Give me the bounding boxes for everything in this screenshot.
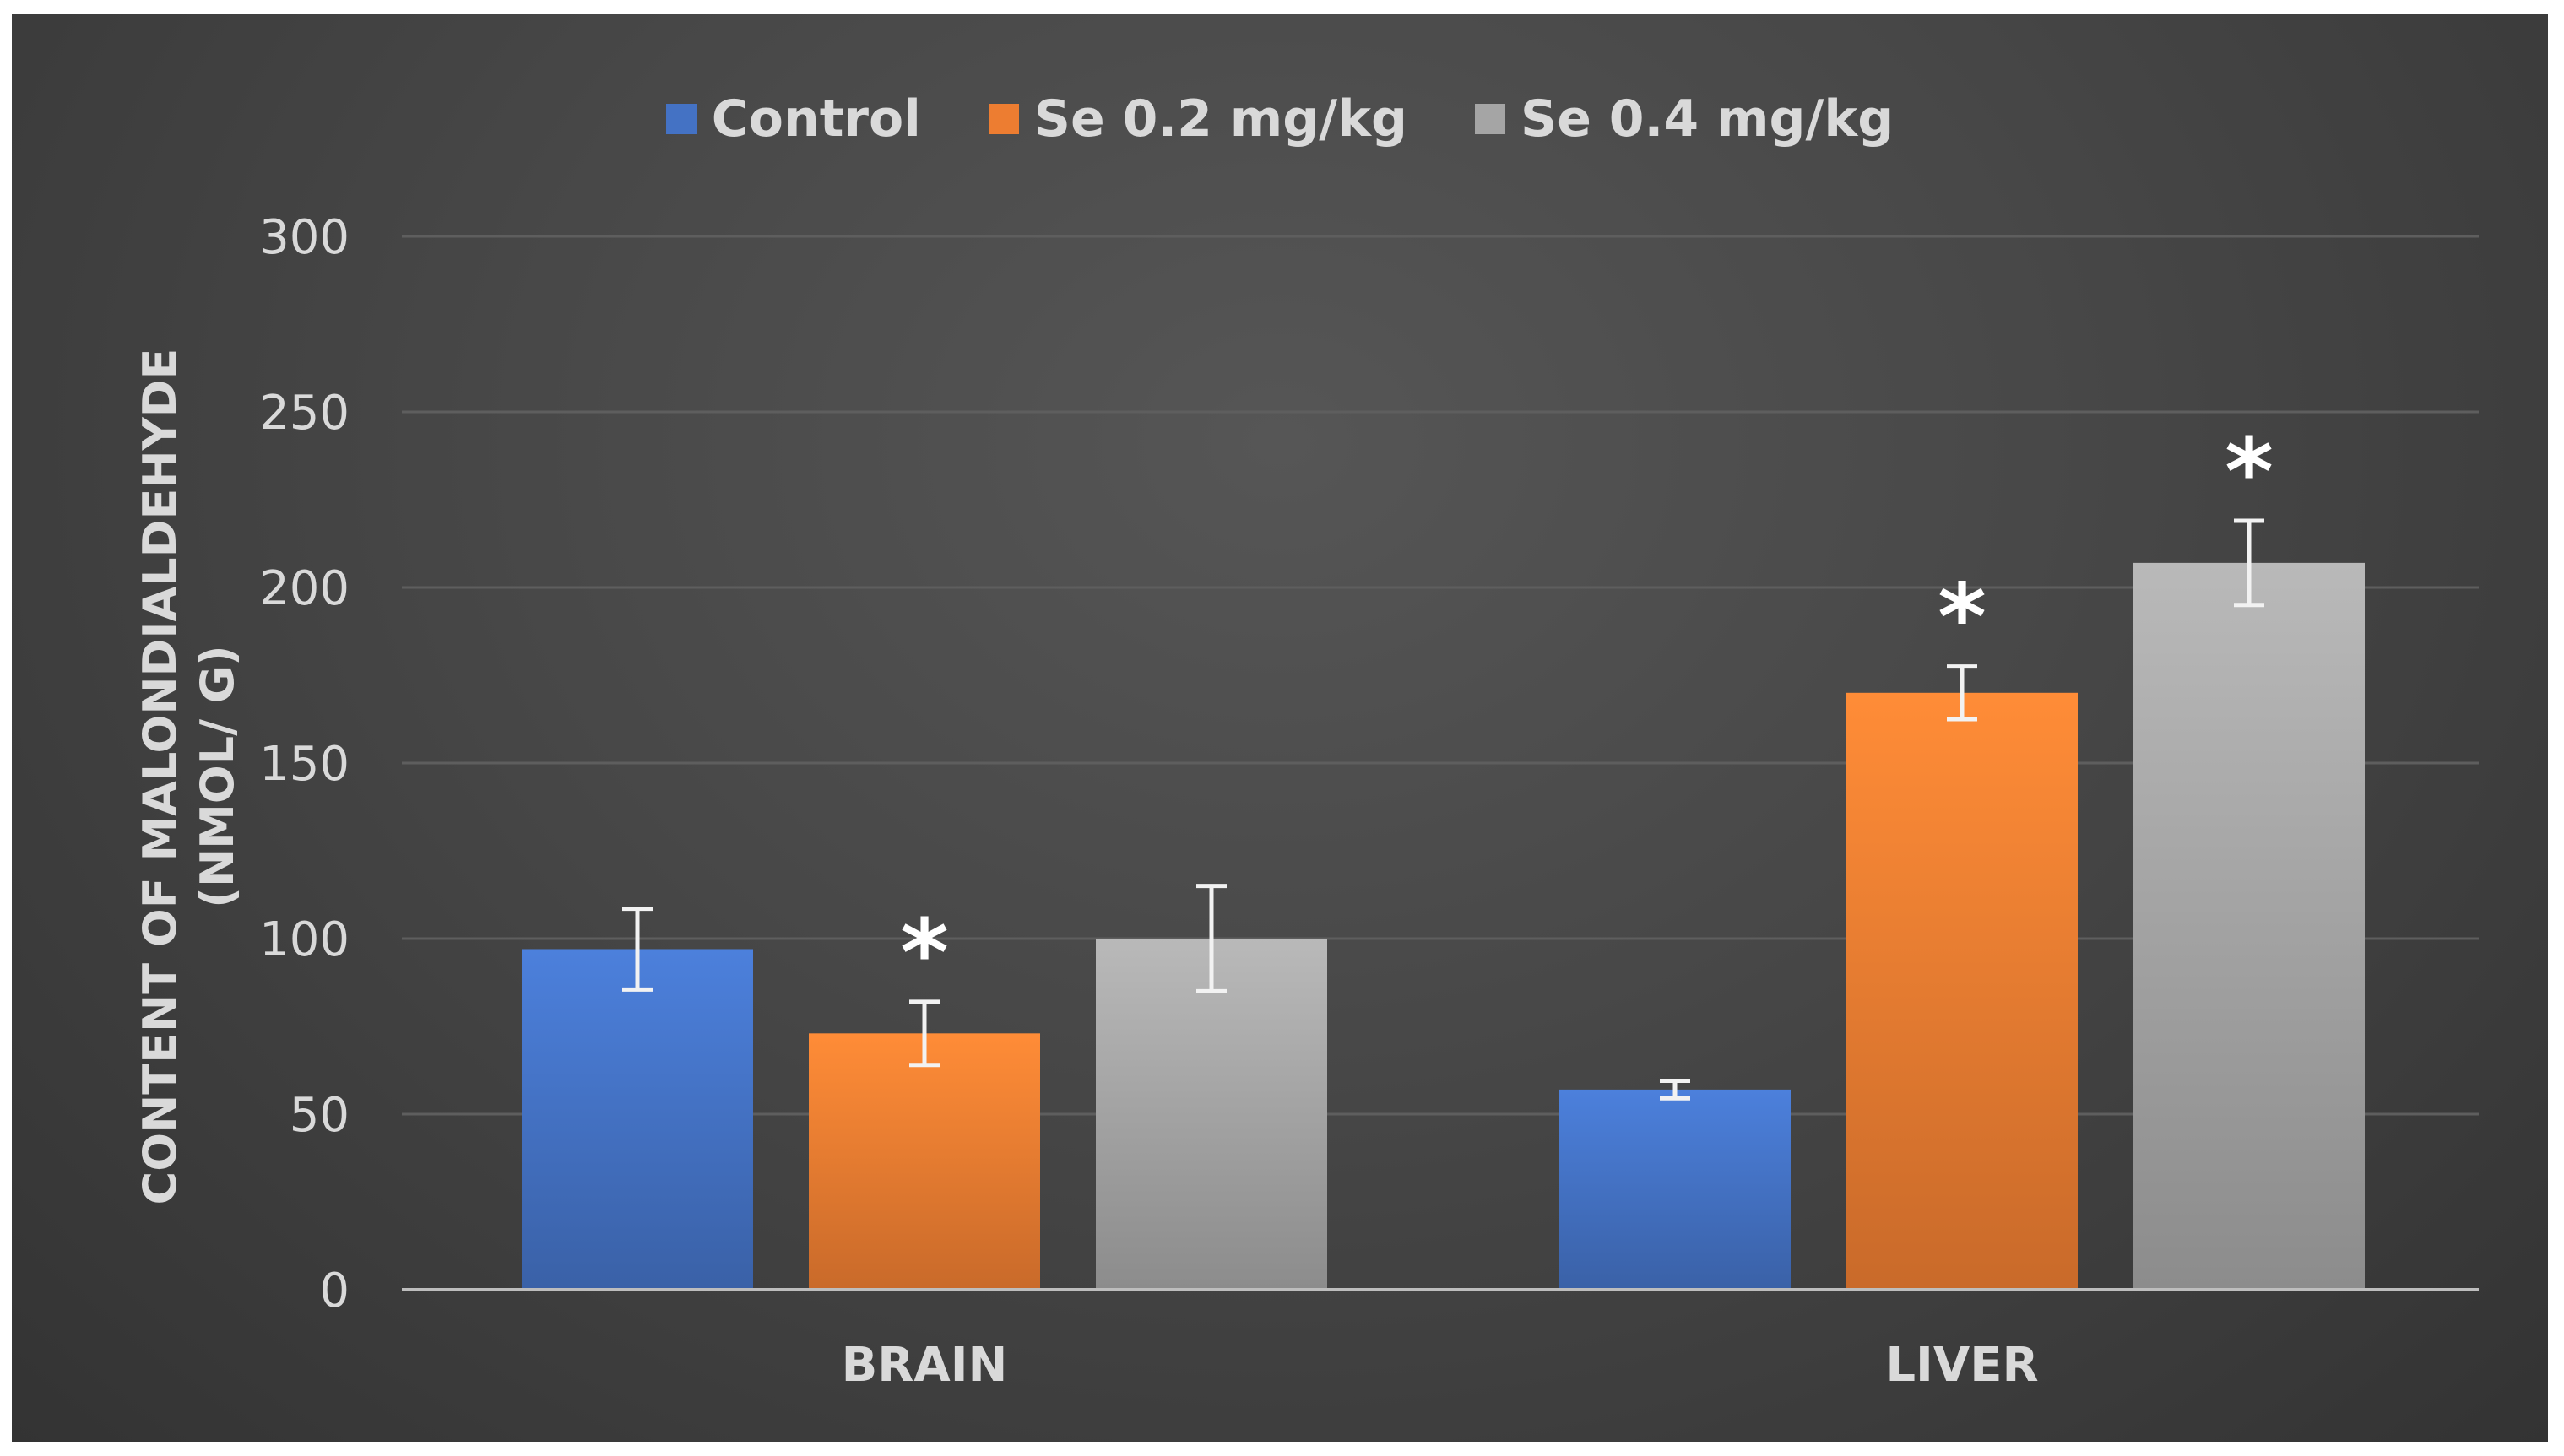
x-category-label: BRAIN [842,1338,1008,1393]
legend-label: Se 0.4 mg/kg [1521,89,1895,149]
significance-marker: * [2225,418,2274,526]
error-bar [1947,664,1977,722]
legend-label: Control [711,89,921,149]
y-tick-label: 250 [259,386,350,441]
legend: Control Se 0.2 mg/kg Se 0.4 mg/kg [12,89,2548,149]
legend-swatch [665,104,697,134]
significance-marker: * [900,899,949,1007]
x-category-label: LIVER [1885,1338,2038,1393]
bar-liver-series-1 [1559,1089,1791,1290]
bar-brain-series-1 [522,949,753,1290]
y-tick-label: 100 [259,912,350,967]
error-bar [622,907,653,992]
error-bar [1196,884,1227,993]
bar-liver-series-2 [1846,692,2078,1290]
bar-brain-series-2 [809,1033,1040,1290]
significance-marker: * [1938,564,1987,672]
y-tick-label: 300 [259,210,350,265]
legend-label: Se 0.2 mg/kg [1033,89,1408,149]
bar-liver-series-3 [2133,562,2365,1290]
legend-item: Control [665,89,921,149]
legend-item: Se 0.4 mg/kg [1475,89,1894,149]
bar-brain-series-3 [1096,939,1327,1290]
chart-plot: 0 50 100 150 200 250 300 * BRAIN * * LIVER [259,210,2479,1393]
legend-swatch [988,104,1019,134]
y-tick-label: 200 [259,561,350,616]
y-tick-label: 0 [319,1264,350,1318]
legend-swatch [1475,104,1506,134]
y-tick-label: 150 [259,737,350,792]
error-bar [1660,1078,1690,1101]
error-bar [2234,518,2264,608]
chart-frame: Control Se 0.2 mg/kg Se 0.4 mg/kg CONTENT … [12,14,2548,1442]
y-tick-label: 50 [290,1088,350,1143]
error-bar [909,999,940,1068]
legend-item: Se 0.2 mg/kg [988,89,1408,149]
